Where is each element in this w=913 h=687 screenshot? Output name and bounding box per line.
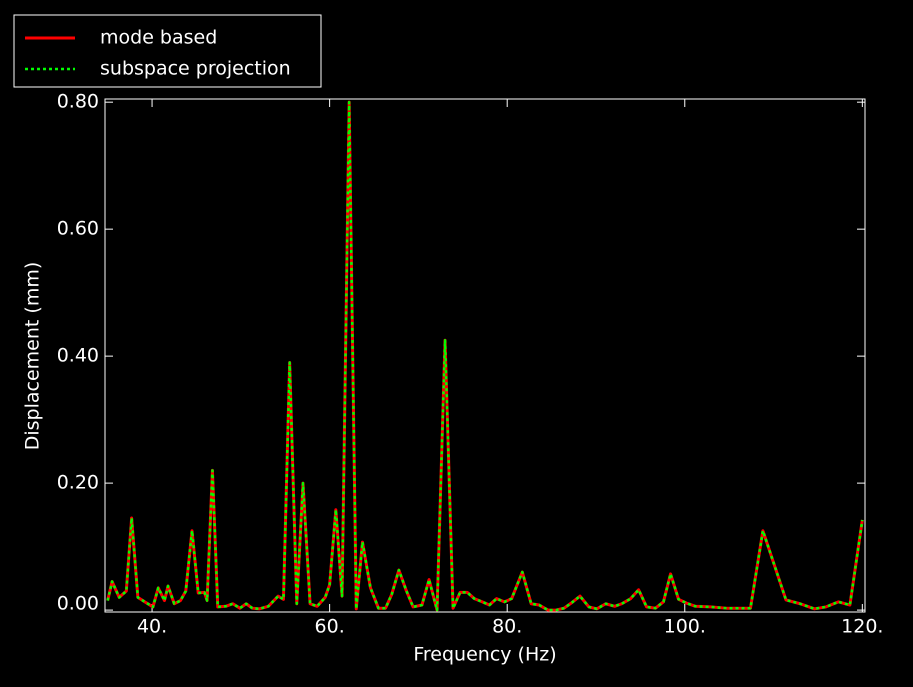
x-tick-label: 120. — [841, 616, 883, 638]
x-axis-label: Frequency (Hz) — [413, 644, 556, 666]
plot-frame — [104, 98, 866, 613]
y-tick-label: 0.40 — [57, 345, 99, 367]
y-tick-label: 0.80 — [57, 91, 99, 113]
y-tick-label: 0.00 — [57, 593, 99, 615]
x-tick-label: 40. — [137, 616, 167, 638]
legend-label: mode based — [100, 27, 217, 49]
y-axis-label: Displacement (mm) — [22, 262, 44, 451]
series-line — [106, 100, 864, 612]
x-tick-label: 80. — [492, 616, 522, 638]
legend-box — [13, 14, 322, 88]
x-tick-label: 100. — [664, 616, 706, 638]
y-tick-label: 0.60 — [57, 218, 99, 240]
legend-label: subspace projection — [100, 58, 291, 80]
y-tick-label: 0.20 — [57, 472, 99, 494]
x-tick-label: 60. — [315, 616, 345, 638]
